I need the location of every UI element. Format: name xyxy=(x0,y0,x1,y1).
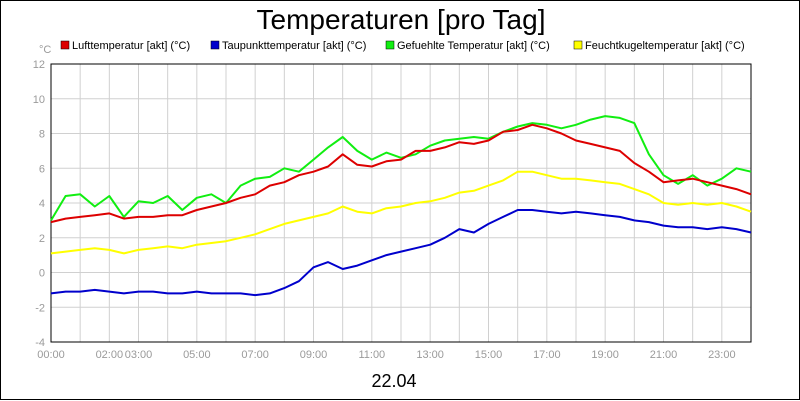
y-tick-label: 6 xyxy=(39,163,45,175)
series-line xyxy=(50,209,752,297)
x-tick-label: 02:00 xyxy=(96,349,124,361)
legend-item: Gefuehlte Temperatur [akt] (°C) xyxy=(385,40,550,52)
chart-title: Temperaturen [pro Tag] xyxy=(257,4,546,35)
y-tick-label: 4 xyxy=(39,198,45,210)
legend-item: Feuchtkugeltemperatur [akt] (°C) xyxy=(573,40,745,52)
legend-swatch xyxy=(385,40,395,50)
x-tick-label: 11:00 xyxy=(358,349,385,361)
legend-swatch xyxy=(60,40,70,50)
legend-item: Lufttemperatur [akt] (°C) xyxy=(60,40,190,52)
y-tick-label: 10 xyxy=(33,94,45,106)
legend-item: Taupunkttemperatur [akt] (°C) xyxy=(210,40,366,52)
series-line xyxy=(50,170,752,255)
legend-label: Gefuehlte Temperatur [akt] (°C) xyxy=(397,40,550,52)
x-tick-label: 07:00 xyxy=(241,349,269,361)
series-lines xyxy=(50,115,752,297)
legend: Lufttemperatur [akt] (°C) Taupunkttempera… xyxy=(60,40,745,52)
x-tick-label: 19:00 xyxy=(591,349,619,361)
plot-area xyxy=(50,63,752,343)
legend-label: Taupunkttemperatur [akt] (°C) xyxy=(222,40,366,52)
legend-label: Feuchtkugeltemperatur [akt] (°C) xyxy=(585,40,745,52)
y-tick-label: 8 xyxy=(39,129,45,141)
x-tick-label: 23:00 xyxy=(708,349,736,361)
legend-swatch xyxy=(210,40,220,50)
series-line xyxy=(50,123,752,224)
legend-label: Lufttemperatur [akt] (°C) xyxy=(72,40,190,52)
x-tick-label: 09:00 xyxy=(300,349,328,361)
y-tick-label: 0 xyxy=(39,268,45,280)
x-tick-label: 21:00 xyxy=(650,349,678,361)
y-tick-label: 2 xyxy=(39,233,45,245)
x-axis-date-label: 22.04 xyxy=(371,371,416,391)
y-axis-ticks: -4 -2 0 2 4 6 8 10 12 xyxy=(33,59,45,349)
legend-swatch xyxy=(573,40,583,50)
x-tick-label: 13:00 xyxy=(416,349,444,361)
x-tick-label: 15:00 xyxy=(475,349,503,361)
x-axis-ticks: 00:00 02:00 03:00 05:00 07:00 09:00 11:00 13:00… xyxy=(37,349,735,361)
y-tick-label: -2 xyxy=(35,302,45,314)
x-tick-label: 03:00 xyxy=(125,349,153,361)
x-tick-label: 00:00 xyxy=(37,349,65,361)
series-line xyxy=(50,115,752,221)
grid xyxy=(51,64,751,342)
x-tick-label: 05:00 xyxy=(183,349,211,361)
y-axis-unit: °C xyxy=(39,44,51,56)
x-tick-label: 17:00 xyxy=(533,349,561,361)
y-tick-label: 12 xyxy=(33,59,45,71)
y-tick-label: -4 xyxy=(35,337,45,349)
